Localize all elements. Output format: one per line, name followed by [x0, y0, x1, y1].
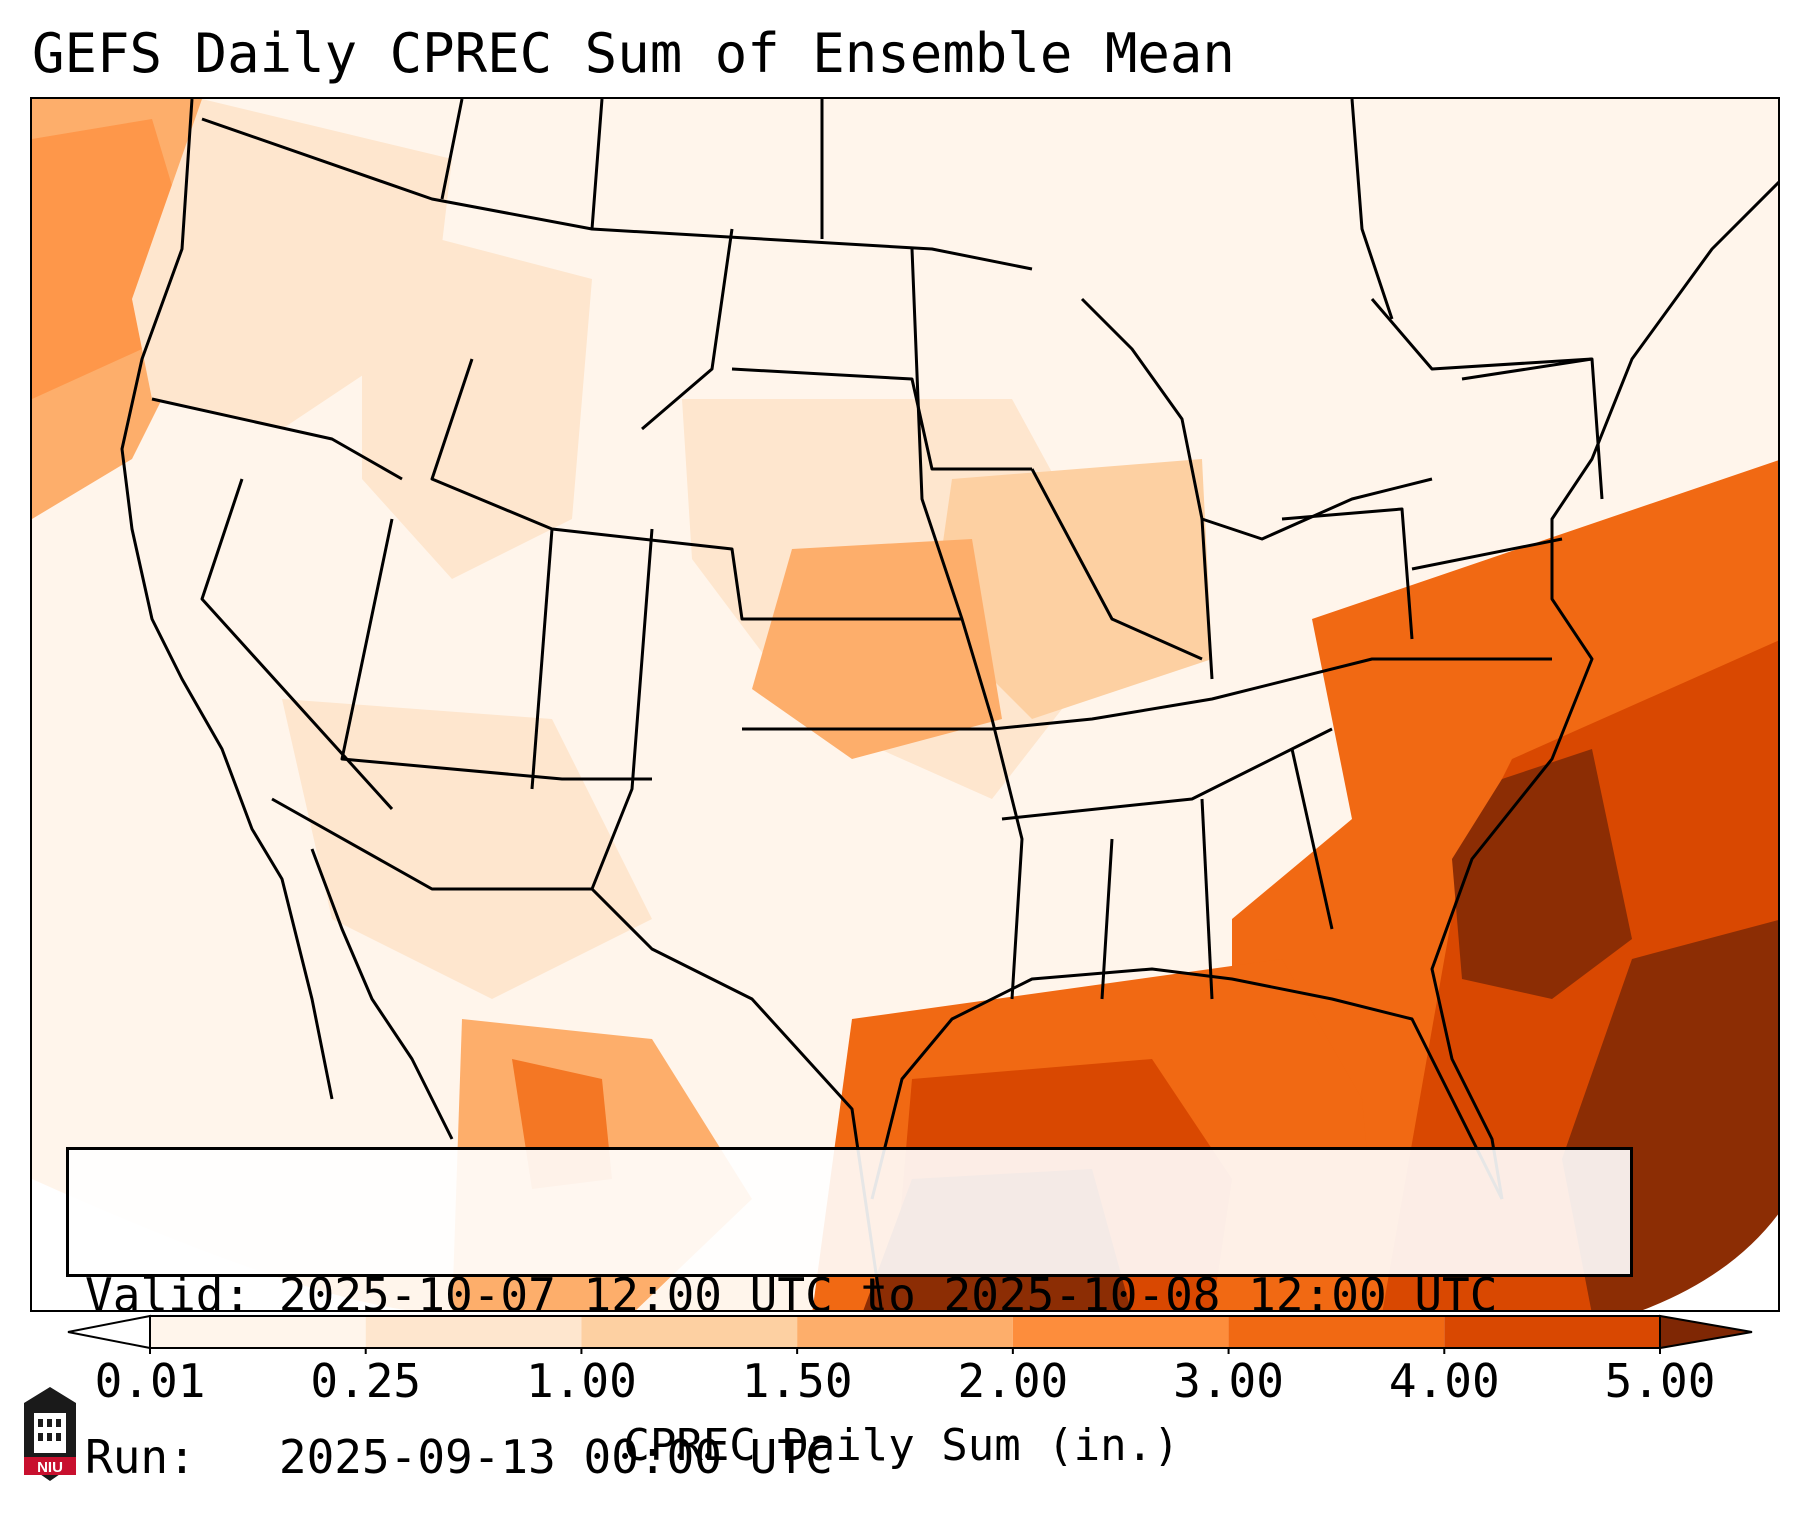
- colorbar-tick-label: 0.25: [310, 1354, 422, 1408]
- valid-label: Valid:: [85, 1268, 252, 1322]
- colorbar-tick-label: 1.00: [526, 1354, 637, 1408]
- valid-run-info-box: Valid: 2025-10-07 12:00 UTC to 2025-10-0…: [66, 1147, 1633, 1484]
- state-line-2: [200, 478, 394, 811]
- state-line-18: [1411, 537, 1563, 571]
- state-line-13: [1100, 838, 1114, 1000]
- colorbar-segment: [1012, 1316, 1229, 1348]
- state-line-14: [1290, 748, 1334, 930]
- state-line-4: [430, 358, 962, 621]
- domain-corner-left: [32, 1179, 406, 1310]
- state-line-20: [1370, 298, 1593, 371]
- colorbar-over-arrow: [1659, 1314, 1753, 1350]
- rockies-light: [362, 219, 592, 579]
- colorbar-tick-label: 1.50: [741, 1354, 853, 1408]
- colorbar-tick-label: 3.00: [1173, 1354, 1284, 1408]
- colorbar: [67, 1314, 1753, 1354]
- map-canvas: [32, 99, 1778, 1310]
- colorbar-segment: [581, 1316, 798, 1348]
- boundaries: [120, 99, 1778, 1310]
- state-line-15: [1030, 468, 1203, 661]
- run-row: Run: 2025-09-13 00:00 UTC: [85, 1430, 1614, 1484]
- east-coast: [1430, 180, 1778, 1200]
- colorbar-outline: [149, 1315, 1661, 1349]
- colorbar-segment: [150, 1316, 366, 1348]
- precip-map: [30, 97, 1780, 1312]
- state-line-9: [731, 367, 1032, 471]
- colorbar-label: CPREC Daily Sum (in.): [623, 1420, 1180, 1471]
- state-line-17: [1281, 507, 1414, 640]
- valid-value: 2025-10-07 12:00 UTC to 2025-10-08 12:00…: [278, 1268, 1498, 1322]
- run-value: 2025-09-13 00:00 UTC: [278, 1430, 833, 1484]
- colorbar-segment: [365, 1316, 582, 1348]
- carolina-core: [1452, 749, 1632, 999]
- map-title: GEFS Daily CPREC Sum of Ensemble Mean: [32, 22, 1235, 85]
- state-line-6: [530, 528, 554, 790]
- state-line-12: [1200, 798, 1214, 1000]
- north-border-lines: [440, 99, 824, 239]
- oklahoma-shade: [752, 539, 1002, 759]
- colorbar-segment: [1228, 1316, 1445, 1348]
- logo-band: [24, 1457, 76, 1475]
- gulf-coast: [870, 967, 1504, 1200]
- niu-logo: NIU: [24, 1387, 76, 1481]
- southwest-light: [282, 699, 652, 999]
- state-line-10: [742, 657, 1552, 731]
- canada-east: [1350, 99, 1394, 320]
- colorbar-tick-label: 4.00: [1388, 1354, 1500, 1408]
- state-line-7: [641, 228, 734, 431]
- mexico-border: [271, 797, 883, 1310]
- state-line-3: [340, 518, 652, 781]
- run-label: Run:: [85, 1430, 196, 1484]
- state-line-11: [1001, 727, 1333, 821]
- domain-corner-right: [1642, 1214, 1778, 1310]
- state-line-5: [590, 528, 654, 890]
- colorbar-under-arrow: [67, 1314, 151, 1350]
- baja-coast: [310, 848, 454, 1140]
- colorbar-tick-label: 5.00: [1604, 1354, 1716, 1408]
- valid-row: Valid: 2025-10-07 12:00 UTC to 2025-10-0…: [85, 1268, 1614, 1322]
- state-line-1: [151, 397, 403, 481]
- colorbar-segment: [1444, 1316, 1660, 1348]
- colorbar-tick-label: 0.01: [94, 1354, 206, 1408]
- logo-text: NIU: [37, 1459, 63, 1476]
- colorbar-tick-label: 2.00: [957, 1354, 1069, 1408]
- state-line-8: [910, 248, 1024, 1000]
- midwest-shade: [932, 459, 1212, 719]
- west-coast: [120, 99, 334, 1100]
- colorbar-segment: [797, 1316, 1013, 1348]
- state-line-16: [1200, 518, 1214, 680]
